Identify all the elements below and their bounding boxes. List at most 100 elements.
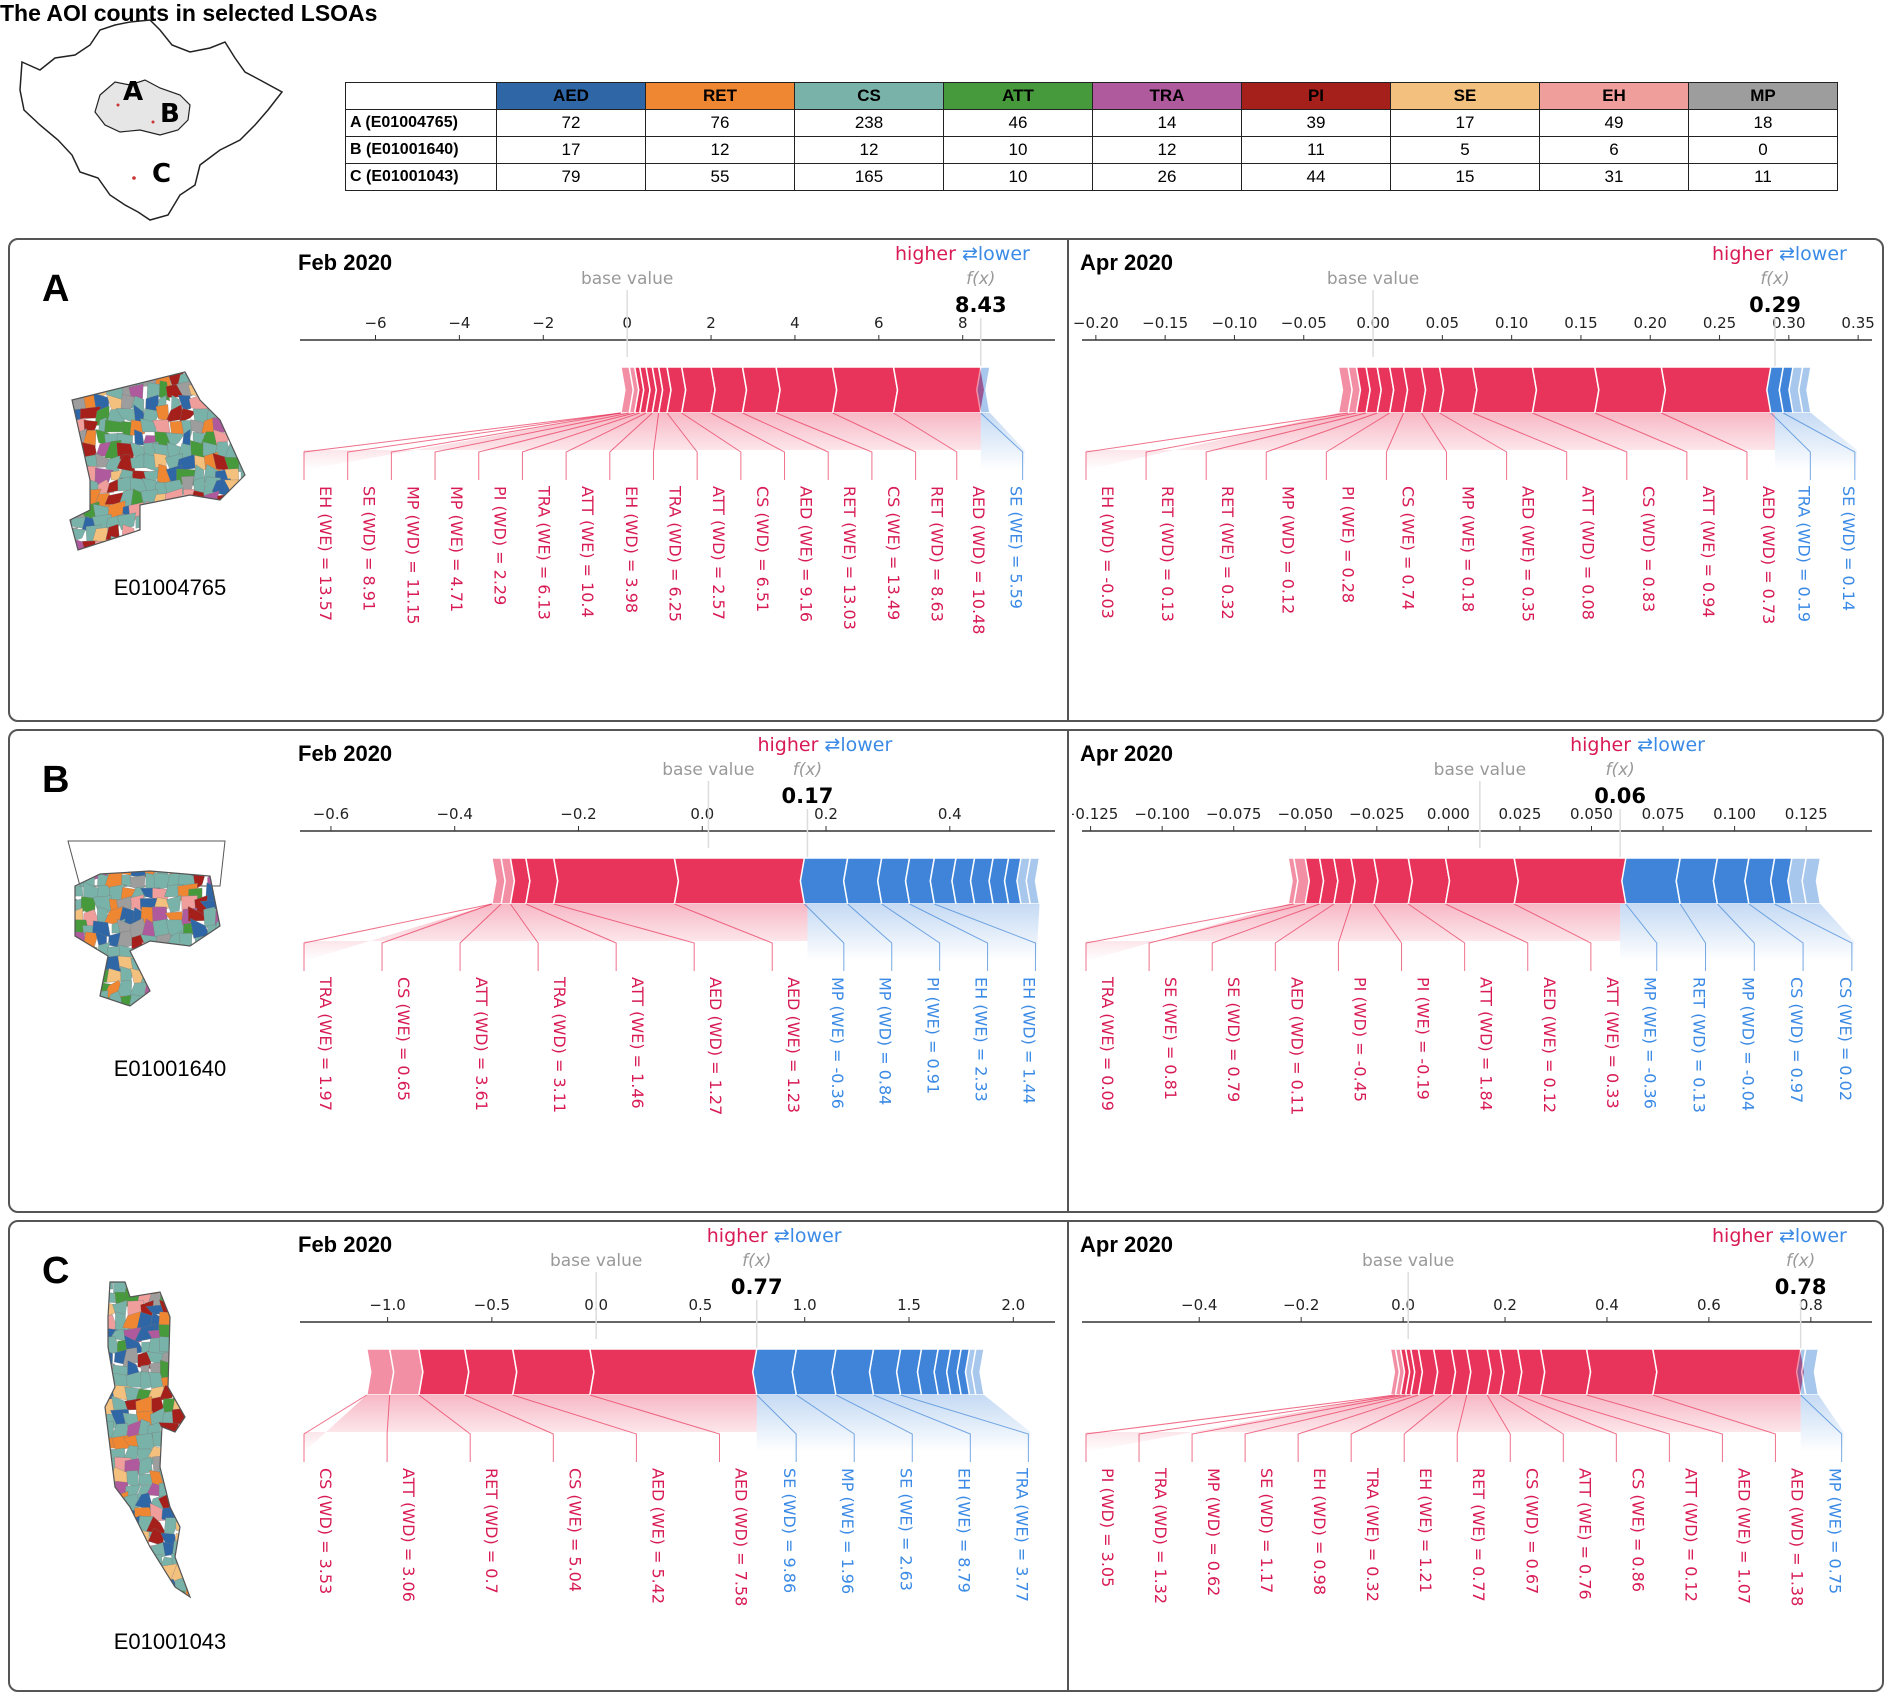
map-cell: [239, 836, 256, 853]
x-tick-label: 2: [706, 314, 716, 332]
feature-label-positive: ATT (WD) = 1.84: [1477, 977, 1496, 1111]
map-cell: [212, 994, 220, 1006]
map-cell: [273, 1004, 280, 1020]
map-cell: [97, 1021, 111, 1026]
map-cell: [144, 979, 160, 998]
map-cell: [105, 1421, 114, 1438]
feature-label-positive: AED (WD) = 1.27: [706, 977, 725, 1115]
map-cell: [220, 1337, 236, 1352]
x-tick-label: −2: [532, 314, 554, 332]
feature-label-positive: CS (WD) = 0.83: [1639, 486, 1658, 612]
map-cell: [262, 967, 280, 984]
map-cell: [262, 846, 280, 868]
map-cell: [219, 1591, 234, 1605]
positive-connector: [1486, 1394, 1511, 1462]
map-cell: [186, 1395, 190, 1415]
map-cell: [119, 372, 137, 387]
map-cell: [105, 1503, 118, 1522]
negative-segment: [1621, 857, 1682, 905]
map-cell: [241, 444, 245, 459]
feature-label-positive: EH (WE) = 13.57: [316, 486, 335, 621]
map-cell: [60, 1016, 75, 1026]
positive-connector: [512, 1394, 637, 1462]
map-cell: [184, 1337, 190, 1356]
map-cell: [278, 837, 280, 854]
map-cell: [195, 955, 210, 972]
map-cell: [276, 382, 280, 397]
map-cell: [133, 947, 149, 961]
map-cell: [81, 991, 101, 1006]
map-cell: [80, 980, 101, 998]
feature-label-positive: MP (WD) = 11.15: [403, 486, 422, 625]
map-cell: [175, 1457, 190, 1470]
map-cell: [105, 552, 122, 560]
map-cell: [233, 1359, 240, 1374]
map-cell: [229, 1002, 240, 1021]
map-cell: [152, 1018, 172, 1026]
positive-connector: [674, 903, 773, 971]
map-cell: [159, 524, 174, 541]
map-cell: [179, 996, 195, 1006]
row-label: A (E01004765): [345, 109, 497, 137]
map-cell: [105, 1569, 119, 1585]
map-cell: [263, 405, 280, 420]
map-cell: [194, 1592, 214, 1607]
feature-label-negative: PI (WE) = 0.91: [924, 977, 943, 1094]
map-cell: [225, 1517, 240, 1536]
map-cell: [171, 1290, 190, 1305]
map-cell: [240, 428, 245, 446]
positive-connector: [521, 412, 640, 480]
map-cell: [70, 416, 77, 436]
fx-value: 0.29: [1749, 293, 1801, 317]
feature-label-positive: MP (WE) = 0.18: [1459, 486, 1478, 612]
map-cell: [136, 1593, 151, 1597]
map-cell: [222, 1267, 236, 1283]
map-cell: [239, 1020, 255, 1026]
map-cell: [121, 372, 137, 378]
table-cell: 12: [794, 136, 944, 164]
map-cell: [208, 1447, 228, 1463]
positive-connector: [1472, 412, 1568, 480]
map-cell: [196, 1577, 214, 1593]
map-cell: [90, 1268, 103, 1284]
table-cell: 12: [1092, 136, 1242, 164]
fx-label: f(x): [793, 760, 822, 780]
map-cell: [70, 381, 74, 399]
map-cell: [238, 1005, 253, 1023]
map-cell: [176, 954, 196, 973]
map-cell: [70, 489, 89, 508]
map-cell: [230, 1575, 240, 1595]
map-cell: [121, 874, 132, 888]
map-cell: [116, 826, 133, 842]
period-title: Apr 2020: [1080, 741, 1173, 766]
map-cell: [195, 1289, 215, 1308]
map-cell: [90, 1376, 103, 1393]
map-cell: [232, 1337, 240, 1356]
map-cell: [209, 1483, 224, 1500]
map-cell: [196, 1267, 215, 1283]
table-cell: 72: [496, 109, 646, 137]
feature-label-positive: ATT (WE) = 1.46: [628, 977, 647, 1109]
map-cell: [261, 1006, 280, 1021]
map-cell: [217, 1014, 229, 1026]
map-cell: [179, 408, 197, 423]
panel-b: B E01001640 Feb 2020 higher ⇄lower base va…: [8, 729, 1884, 1213]
map-cell: [165, 1282, 180, 1285]
positive-connector: [1085, 412, 1349, 480]
table-cell: 14: [1092, 109, 1242, 137]
feature-label-negative: MP (WE) = 0.75: [1826, 1468, 1845, 1594]
column-header-cs: CS: [794, 82, 944, 110]
map-cell: [165, 946, 181, 964]
feature-label-positive: RET (WD) = 0.7: [482, 1468, 501, 1594]
map-cell: [197, 1362, 215, 1380]
positive-connector: [565, 412, 647, 480]
positive-connector: [1337, 903, 1352, 971]
map-cell: [70, 481, 86, 495]
feature-label-positive: ATT (WD) = 2.57: [709, 486, 728, 620]
x-tick-label: 8: [958, 314, 968, 332]
map-cell: [179, 531, 198, 542]
map-cell: [208, 1588, 227, 1606]
higher-lower-legend: higher ⇄lower: [895, 243, 1030, 265]
positive-connector: [390, 412, 621, 480]
feature-label-positive: TRA (WD) = 1.32: [1151, 1467, 1170, 1604]
